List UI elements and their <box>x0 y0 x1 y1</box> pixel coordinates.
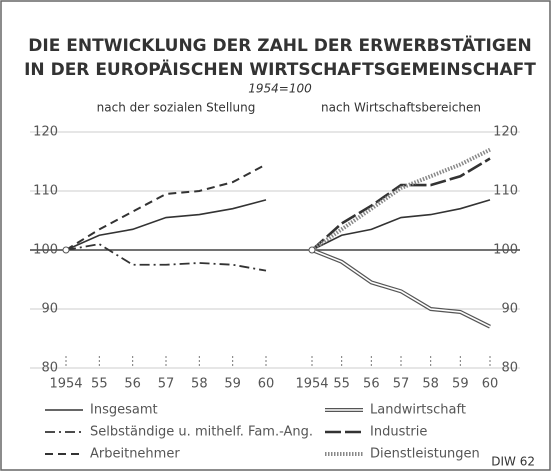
x-tick-label: 55 <box>91 377 108 392</box>
x-tick-label: 56 <box>363 377 380 392</box>
x-tick-label: 60 <box>258 377 275 392</box>
series-line-inner <box>311 249 491 328</box>
x-tick-label: 59 <box>452 377 469 392</box>
y-tick-label: 80 <box>41 361 58 376</box>
x-tick-label: 59 <box>224 377 241 392</box>
x-tick-label: 57 <box>158 377 175 392</box>
legend-label: Selbständige u. mithelf. Fam.-Ang. <box>90 425 313 440</box>
x-tick-label: 58 <box>422 377 439 392</box>
y-tick-label: 90 <box>501 302 518 317</box>
y-tick-label: 100 <box>493 243 518 258</box>
x-tick-label: 57 <box>393 377 410 392</box>
y-tick-label: 80 <box>501 361 518 376</box>
legend-label: Insgesamt <box>90 403 158 418</box>
series-line <box>311 157 491 251</box>
y-tick-label: 110 <box>493 184 518 199</box>
series-line <box>310 147 491 252</box>
legend-label: Industrie <box>370 425 427 440</box>
legend-label: Arbeitnehmer <box>90 447 180 462</box>
series-line <box>65 199 267 251</box>
chart-title: DIE ENTWICKLUNG DER ZAHL DER ERWERBSTÄTI… <box>28 34 531 56</box>
series-line <box>311 199 491 251</box>
x-tick-label: 56 <box>124 377 141 392</box>
y-tick-label: 120 <box>493 125 518 140</box>
legend-label: Dienstleistungen <box>370 447 480 462</box>
panel-subtitle: nach der sozialen Stellung <box>97 101 256 115</box>
origin <box>62 246 70 254</box>
x-tick-label: 1954 <box>295 377 328 392</box>
series-line <box>65 163 267 251</box>
x-tick-label: 58 <box>191 377 208 392</box>
origin <box>308 246 316 254</box>
source: DIW 62 <box>491 455 535 469</box>
y-tick-label: 110 <box>33 184 58 199</box>
y-tick-label: 90 <box>41 302 58 317</box>
chart-title: IN DER EUROPÄISCHEN WIRTSCHAFTSGEMEINSCH… <box>24 58 536 80</box>
y-tick-label: 100 <box>33 243 58 258</box>
y-tick-label: 120 <box>33 125 58 140</box>
x-tick-label: 55 <box>333 377 350 392</box>
x-tick-label: 1954 <box>49 377 82 392</box>
series-line <box>65 243 267 272</box>
legend-label: Landwirtschaft <box>370 403 466 418</box>
chart-subtitle: 1954=100 <box>248 82 312 96</box>
x-tick-label: 60 <box>482 377 499 392</box>
panel-subtitle: nach Wirtschaftsbereichen <box>321 101 481 115</box>
